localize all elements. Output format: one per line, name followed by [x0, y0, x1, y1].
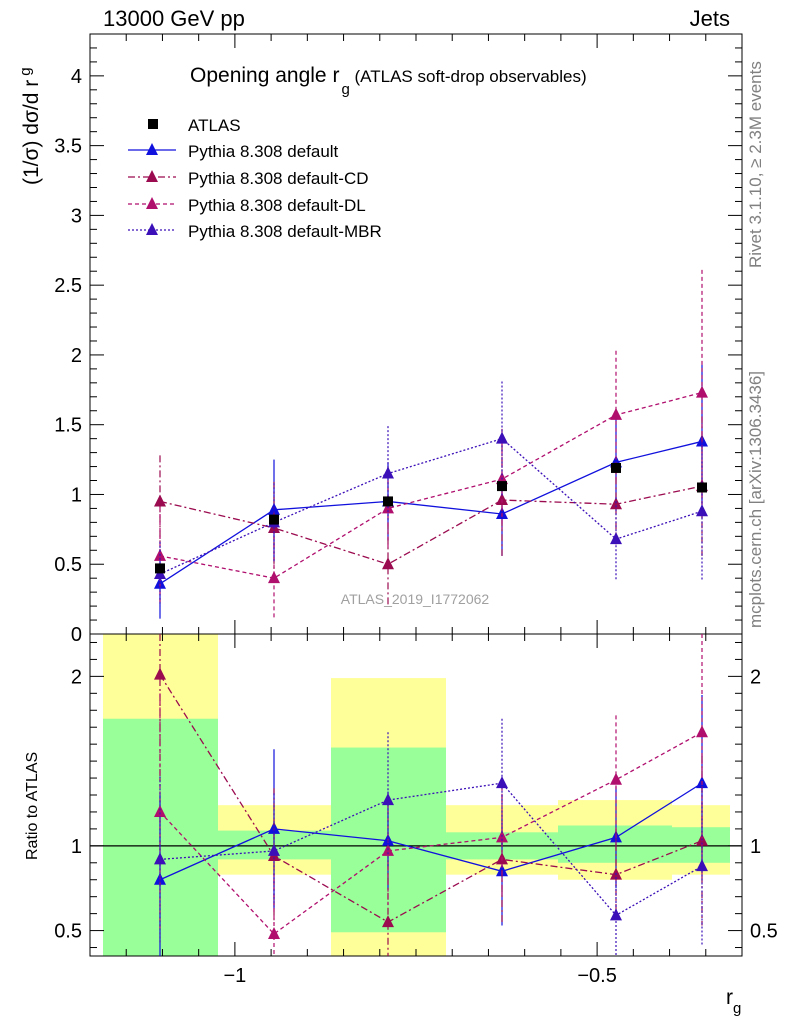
ratio-point — [154, 667, 166, 680]
series-point — [268, 571, 280, 584]
ratio-tick-label-right: 0.5 — [750, 921, 778, 943]
data-point — [155, 563, 165, 574]
y-tick-label: 0.5 — [54, 554, 82, 576]
data-point — [497, 481, 507, 492]
series-point — [610, 407, 622, 420]
ratio-series-3 — [154, 718, 708, 956]
ratio-point — [610, 772, 622, 785]
y-tick-label: 4 — [71, 66, 82, 88]
y-tick-label: 1 — [71, 484, 82, 506]
ratio-line — [159, 731, 703, 935]
ratio-point — [268, 926, 280, 939]
ratio-tick-label: 0.5 — [54, 921, 82, 943]
series-line — [159, 391, 703, 579]
ratio-point — [696, 725, 708, 738]
ratio-series-2 — [154, 634, 708, 956]
ratio-point — [154, 804, 166, 817]
legend-marker — [146, 223, 158, 235]
series-point — [154, 494, 166, 507]
series-point — [382, 557, 394, 570]
ratio-point — [268, 843, 280, 856]
data-point — [697, 482, 707, 493]
x-tick-label: −0.5 — [577, 965, 616, 987]
data-point — [269, 514, 279, 525]
header-right: Jets — [689, 6, 730, 31]
ratio-tick-label-right: 1 — [750, 836, 761, 858]
legend-label: Pythia 8.308 default-CD — [188, 169, 369, 188]
series-3 — [154, 381, 708, 607]
series-1 — [154, 416, 708, 607]
legend-label: ATLAS — [188, 116, 241, 135]
x-axis-label: rg — [726, 986, 741, 1017]
y-tick-label: 3 — [71, 205, 82, 227]
atlas-data — [155, 462, 707, 574]
ratio-point — [496, 776, 508, 789]
ratio-tick-label: 2 — [71, 666, 82, 688]
y-tick-label: 1.5 — [54, 415, 82, 437]
legend-marker — [146, 143, 158, 155]
ratio-tick-label-right: 2 — [750, 666, 761, 688]
x-tick-label: −1 — [223, 965, 246, 987]
analysis-watermark: ATLAS_2019_I1772062 — [341, 591, 490, 607]
ratio-point — [382, 793, 394, 806]
series-point — [610, 532, 622, 545]
y-tick-label: 2.5 — [54, 275, 82, 297]
legend-label: Pythia 8.308 default-DL — [188, 196, 366, 215]
ratio-point — [268, 821, 280, 834]
series-point — [496, 431, 508, 444]
ratio-tick-label: 1 — [71, 836, 82, 858]
series-point — [696, 385, 708, 398]
series-2 — [154, 269, 708, 621]
y-tick-label: 0 — [71, 624, 82, 646]
data-point — [611, 462, 621, 473]
legend-marker-atlas — [148, 119, 158, 129]
ratio-point — [696, 859, 708, 872]
ratio-point — [154, 852, 166, 865]
chart-title: Opening angle rg (ATLAS soft-drop observ… — [190, 64, 587, 98]
ratio-point — [610, 908, 622, 921]
ratio-bands — [103, 634, 730, 956]
ratio-line — [159, 782, 703, 881]
legend-label: Pythia 8.308 default — [188, 142, 339, 161]
green-band — [558, 825, 672, 863]
y-axis-label: (1/σ) dσ/d rg — [17, 67, 43, 185]
series-0 — [154, 364, 708, 619]
series-point — [696, 504, 708, 517]
series-line — [159, 437, 703, 575]
data-point — [383, 496, 393, 507]
legend-marker — [146, 197, 158, 209]
ratio-line — [159, 782, 703, 917]
ratio-point — [382, 915, 394, 928]
header-left: 13000 GeV pp — [103, 6, 245, 31]
legend-label: Pythia 8.308 default-MBR — [188, 222, 382, 241]
series-line — [159, 440, 703, 585]
legend — [128, 119, 176, 235]
series-line — [159, 485, 703, 565]
ratio-axis-label: Ratio to ATLAS — [24, 752, 41, 860]
y-tick-label: 3.5 — [54, 136, 82, 158]
y-tick-label: 2 — [71, 345, 82, 367]
series-point — [382, 466, 394, 479]
legend-marker — [146, 170, 158, 182]
ratio-line — [159, 674, 703, 923]
